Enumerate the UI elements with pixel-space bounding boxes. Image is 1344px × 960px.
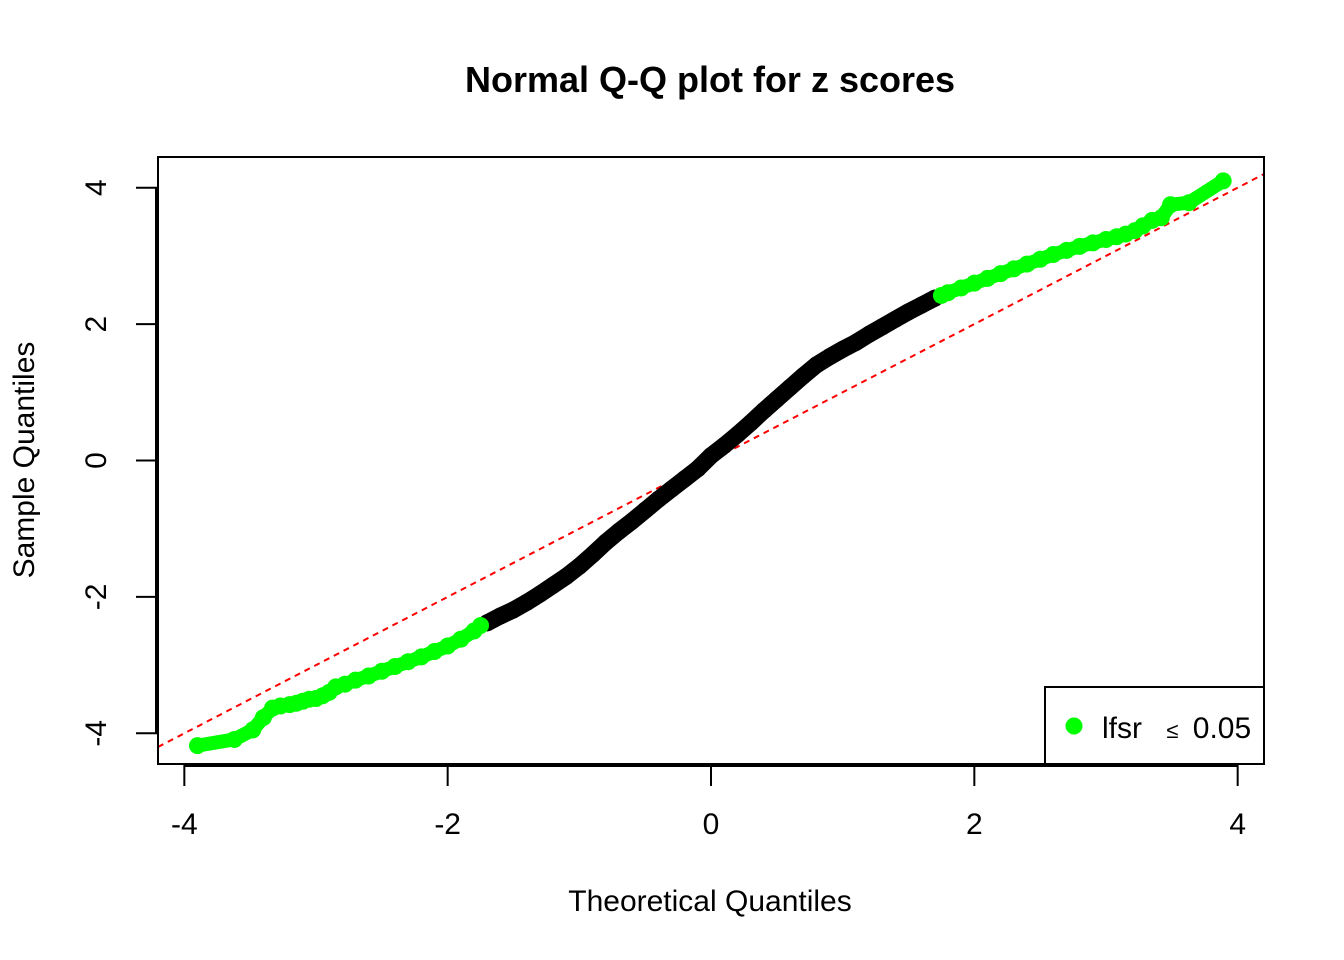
data-point-green <box>386 657 404 675</box>
legend-label-symbol: ≤ <box>1166 718 1178 743</box>
data-point-green <box>1005 260 1023 278</box>
data-point-black <box>913 296 931 314</box>
data-point-black <box>834 340 852 358</box>
data-point-black <box>821 348 838 366</box>
data-point-black <box>491 607 509 625</box>
data-point-black <box>860 325 878 343</box>
x-tick-label: -2 <box>434 808 461 841</box>
data-point-green <box>979 269 996 287</box>
data-point-green <box>965 274 983 292</box>
data-point-green <box>1018 255 1036 273</box>
data-point-green <box>1071 237 1089 255</box>
data-point-black <box>689 460 707 478</box>
y-tick-label: 0 <box>80 452 113 469</box>
x-tick-label: 4 <box>1229 808 1246 841</box>
data-point-black <box>610 522 628 540</box>
data-point-black <box>597 533 615 551</box>
data-point-black <box>623 512 641 530</box>
data-point-black <box>557 567 575 585</box>
data-point-black <box>794 367 812 385</box>
data-point-green <box>426 642 443 660</box>
legend: lfsr ≤ 0.05 <box>1044 686 1265 765</box>
data-point-black <box>636 501 654 519</box>
data-point-green <box>1058 241 1075 259</box>
data-point-black <box>531 585 549 603</box>
data-point-black <box>676 470 694 488</box>
data-point-black <box>781 379 799 397</box>
y-axis-label: Sample Quantiles <box>8 342 41 579</box>
data-point-black <box>755 402 773 420</box>
data-point-black <box>742 414 759 432</box>
data-point-black <box>715 436 733 454</box>
data-point-green <box>1214 172 1232 190</box>
data-point-green <box>1162 196 1180 214</box>
data-point-black <box>544 576 562 594</box>
data-point-black <box>702 447 720 465</box>
x-tick-label: 2 <box>966 808 983 841</box>
x-tick-label: 0 <box>703 808 720 841</box>
data-point-green <box>452 630 470 648</box>
y-axis: -4 -2 0 2 4 <box>80 179 158 747</box>
x-tick-label: -4 <box>171 808 198 841</box>
x-axis: -4 -2 0 2 4 <box>171 764 1246 841</box>
chart-title: Normal Q-Q plot for z scores <box>465 59 955 100</box>
data-point-black <box>768 390 786 408</box>
x-axis-label: Theoretical Quantiles <box>568 885 851 918</box>
reference-line <box>158 173 1264 748</box>
data-point-green <box>439 637 457 655</box>
data-point-green <box>347 671 364 689</box>
data-point-green <box>1044 246 1062 264</box>
legend-label: lfsr ≤ 0.05 <box>1102 712 1251 745</box>
data-point-green <box>189 737 206 755</box>
data-point-black <box>728 426 746 444</box>
data-point-black <box>505 601 522 619</box>
data-point-black <box>570 557 588 575</box>
data-point-green <box>225 730 243 748</box>
data-point-black <box>900 303 917 321</box>
y-tick-label: 2 <box>80 316 113 333</box>
data-point-black <box>873 318 891 336</box>
legend-label-value: 0.05 <box>1193 712 1251 745</box>
legend-marker <box>1065 717 1083 735</box>
data-point-green <box>1180 194 1198 212</box>
data-point-green <box>992 265 1010 283</box>
y-tick-label: -2 <box>80 584 113 611</box>
data-point-green <box>1084 234 1102 252</box>
data-point-green <box>244 721 262 739</box>
data-point-black <box>518 593 536 611</box>
data-point-green <box>360 667 378 685</box>
legend-label-prefix: lfsr <box>1102 712 1142 745</box>
y-tick-label: 4 <box>80 179 113 196</box>
data-point-black <box>847 334 865 352</box>
data-point-green <box>412 648 430 666</box>
data-point-green <box>373 662 391 680</box>
data-point-green <box>939 284 957 302</box>
y-tick-label: -4 <box>80 720 113 747</box>
data-point-green <box>472 617 490 635</box>
data-point-black <box>584 546 601 564</box>
data-point-black <box>886 310 904 328</box>
data-point-green <box>1152 209 1170 227</box>
data-point-black <box>663 480 680 498</box>
data-point-black <box>649 490 667 508</box>
data-point-black <box>807 356 825 374</box>
data-point-green <box>1031 250 1049 268</box>
data-point-green <box>399 653 417 671</box>
data-point-green <box>952 279 970 297</box>
